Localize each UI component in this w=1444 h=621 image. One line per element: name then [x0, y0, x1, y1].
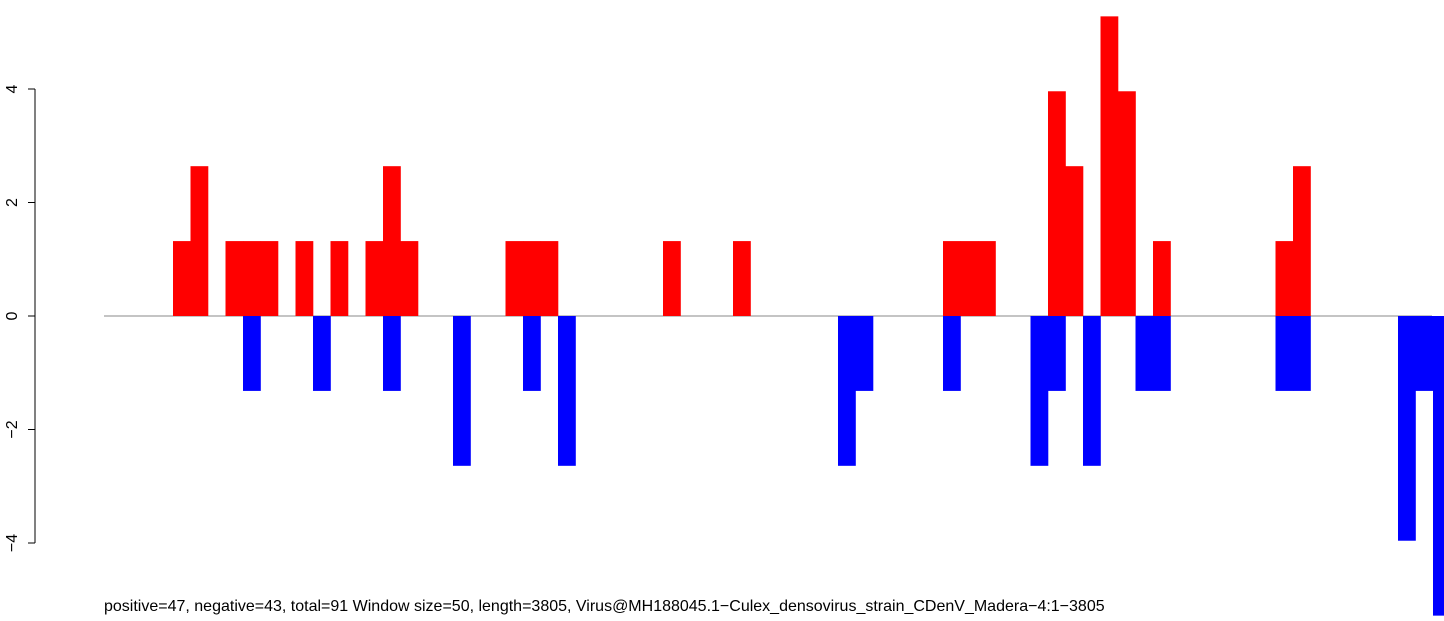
negative-bar — [1153, 316, 1171, 391]
y-tick-label: 0 — [4, 311, 21, 320]
negative-bar — [1293, 316, 1311, 391]
negative-bar — [838, 316, 856, 466]
caption-counts: positive=47, negative=43, total=91 — [104, 598, 349, 615]
positive-bar — [663, 241, 681, 316]
positive-bar — [1048, 91, 1066, 317]
caption-details: Window size=50, length=3805, Virus@MH188… — [352, 598, 1105, 615]
positive-bar — [978, 241, 996, 316]
positive-bar — [190, 166, 209, 316]
positive-bar — [173, 241, 191, 316]
positive-bar — [330, 241, 349, 316]
negative-bar — [1048, 316, 1066, 391]
negative-bar — [1083, 316, 1101, 466]
negative-bar — [383, 316, 401, 391]
positive-bar — [383, 166, 401, 316]
negative-bar — [1415, 316, 1434, 391]
positive-bar — [540, 241, 559, 316]
positive-bar — [225, 241, 244, 316]
y-tick-label: 4 — [4, 84, 21, 93]
positive-bar — [1065, 166, 1084, 316]
negative-bar — [243, 316, 261, 391]
negative-bar — [523, 316, 541, 391]
negative-bar — [943, 316, 961, 391]
negative-bar — [1433, 316, 1444, 616]
positive-bar — [505, 241, 524, 316]
y-tick-label: −4 — [4, 534, 21, 552]
chart-plot-area — [104, 16, 1444, 616]
positive-bar — [1275, 241, 1294, 316]
positive-bar — [1293, 166, 1311, 316]
negative-bar — [313, 316, 331, 391]
positive-bar — [1100, 16, 1119, 317]
positive-bar — [733, 241, 751, 316]
y-tick-label: 2 — [4, 198, 21, 207]
positive-bar — [1118, 91, 1136, 317]
positive-bar — [295, 241, 314, 316]
chart-caption: positive=47, negative=43, total=91 Windo… — [104, 597, 1105, 617]
y-axis: −4 −2 0 2 4 — [4, 84, 36, 552]
positive-bar — [943, 241, 961, 316]
y-tick-label: −2 — [4, 420, 21, 438]
positive-bar — [400, 241, 419, 316]
negative-bar — [1275, 316, 1294, 391]
positive-bar — [365, 241, 384, 316]
negative-bar — [1398, 316, 1416, 541]
positive-bar — [960, 241, 979, 316]
negative-bar — [1135, 316, 1154, 391]
negative-bar — [558, 316, 576, 466]
negative-bar — [1030, 316, 1049, 466]
positive-bar — [1153, 241, 1171, 316]
positive-bar — [243, 241, 261, 316]
negative-bar — [453, 316, 471, 466]
positive-bar — [523, 241, 541, 316]
negative-bar — [855, 316, 874, 391]
positive-bar — [260, 241, 279, 316]
